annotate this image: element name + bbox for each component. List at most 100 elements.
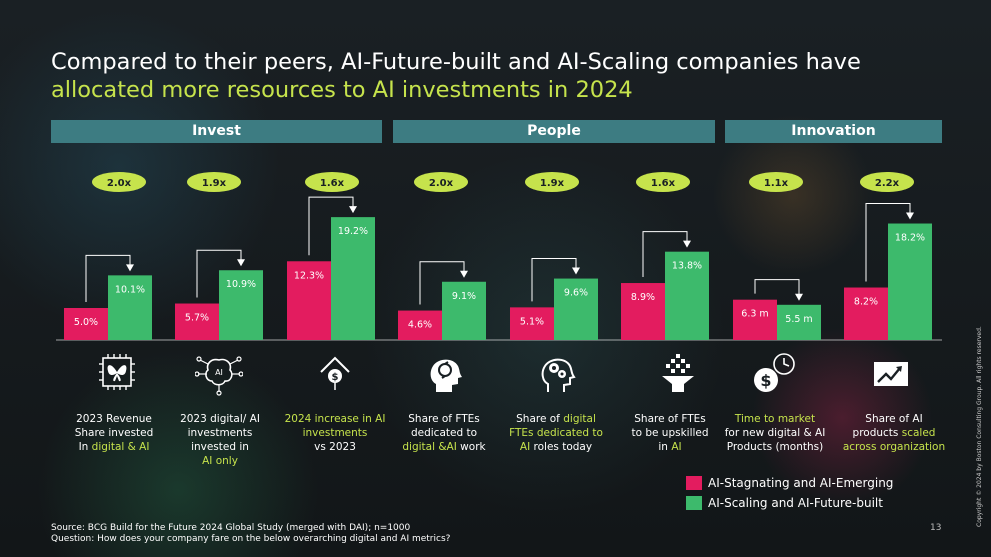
category-label-text: investments xyxy=(187,427,253,439)
connector-arrowhead xyxy=(572,267,580,275)
ratio-badge xyxy=(187,172,241,192)
category-label-text: 2023 Revenue xyxy=(76,413,152,425)
data-label-scaling: 18.2% xyxy=(895,233,925,244)
category-label-text: in xyxy=(658,441,672,453)
trend-up-icon xyxy=(866,352,914,396)
source-line: Source: BCG Build for the Future 2024 Gl… xyxy=(51,523,411,533)
category-label-text: work xyxy=(456,441,486,453)
bar-scaling xyxy=(888,223,932,340)
ai-brain-icon: AI xyxy=(194,352,244,396)
bar-scaling xyxy=(108,275,152,340)
data-label-scaling: 19.2% xyxy=(338,226,368,237)
upskill-funnel-icon xyxy=(654,352,702,396)
legend-item-stagnating: AI-Stagnating and AI-Emerging xyxy=(686,473,893,493)
category-label-highlight: AI only xyxy=(202,455,238,467)
question-line: Question: How does your company fare on … xyxy=(51,534,451,544)
category-label-highlight: digital & AI xyxy=(91,441,150,453)
ratio-label: 2.2x xyxy=(875,178,900,189)
connector-line xyxy=(531,258,577,302)
category-label-text: Share of AI xyxy=(865,413,923,425)
data-label-scaling: 10.9% xyxy=(226,279,256,290)
category-label-text: products xyxy=(852,427,902,439)
data-label-scaling: 9.6% xyxy=(564,288,588,299)
data-label-stagnating: 5.1% xyxy=(520,316,544,327)
category-label-highlight: Time to market xyxy=(734,413,816,425)
bar-scaling xyxy=(331,217,375,340)
ratio-badge xyxy=(749,172,803,192)
page-number: 13 xyxy=(930,523,942,533)
section-invest: Invest xyxy=(51,120,382,143)
bar-scaling xyxy=(219,270,263,340)
ratio-badge xyxy=(636,172,690,192)
ratio-label: 2.0x xyxy=(429,178,454,189)
category-label-text: In xyxy=(78,441,92,453)
category-label-text: Products (months) xyxy=(726,441,824,453)
page-title: Compared to their peers, AI-Future-built… xyxy=(51,48,861,104)
data-label-stagnating: 5.0% xyxy=(74,317,98,328)
copyright-note: Copyright © 2024 by Boston Consulting Gr… xyxy=(976,326,983,527)
section-innovation: Innovation xyxy=(725,120,942,143)
category-label-highlight: 2024 increase in AI xyxy=(284,413,386,425)
source-note: Source: BCG Build for the Future 2024 Gl… xyxy=(51,523,450,545)
data-label-scaling: 9.1% xyxy=(452,291,476,302)
bar-stagnating xyxy=(398,310,442,340)
category-label-text: for new digital & AI xyxy=(724,427,826,439)
connector-line xyxy=(754,279,800,296)
category-label-highlight: scaled xyxy=(901,427,936,439)
category-label: Share of digital FTEs dedicated to AI role… xyxy=(496,412,616,454)
connector-arrowhead xyxy=(906,212,914,220)
data-label-stagnating: 5.7% xyxy=(185,313,209,324)
connector-arrowhead xyxy=(795,293,803,301)
bar-stagnating xyxy=(621,283,665,340)
category-label-highlight: across organization xyxy=(842,441,946,453)
connector-arrowhead xyxy=(460,270,468,278)
category-label-text: invested in xyxy=(191,441,249,453)
category-label: Share of FTEs to be upskilled in AI xyxy=(610,412,730,454)
category-label: Time to market for new digital & AI Produc… xyxy=(715,412,835,454)
category-label-highlight: digital xyxy=(563,413,596,425)
connector-line xyxy=(865,203,911,282)
connector-arrowhead xyxy=(237,259,245,267)
bar-stagnating xyxy=(733,299,777,340)
svg-text:AI: AI xyxy=(215,368,223,377)
legend-label: AI-Scaling and AI-Future-built xyxy=(708,496,883,510)
category-label-text: Share invested xyxy=(74,427,154,439)
category-label-highlight: FTEs dedicated to xyxy=(509,427,603,439)
category-label-text: dedicated to xyxy=(410,427,478,439)
time-money-icon: $ xyxy=(750,352,798,396)
bar-stagnating xyxy=(175,303,219,340)
section-people: People xyxy=(393,120,715,143)
legend-swatch-green xyxy=(686,496,702,510)
ratio-label: 2.0x xyxy=(107,178,132,189)
data-label-scaling: 13.8% xyxy=(672,261,702,272)
ratio-label: 1.6x xyxy=(651,178,676,189)
category-label: Share of FTEs dedicated to digital &AI wor… xyxy=(384,412,504,454)
bar-stagnating xyxy=(64,308,108,340)
connector-arrowhead xyxy=(349,206,357,214)
bar-stagnating xyxy=(510,307,554,340)
bar-stagnating xyxy=(287,261,331,340)
category-label: 2023 digital/ AI investments invested in AI… xyxy=(160,412,280,468)
butterfly-chip-icon xyxy=(93,352,141,396)
category-label: 2023 Revenue Share invested In digital & A… xyxy=(54,412,174,454)
category-label: 2024 increase in AI investments vs 2023 xyxy=(275,412,395,454)
ratio-badge xyxy=(305,172,359,192)
legend-swatch-pink xyxy=(686,476,702,490)
data-label-scaling: 5.5 m xyxy=(785,314,812,325)
bar-scaling xyxy=(665,251,709,340)
category-label-text: to be upskilled xyxy=(631,427,709,439)
connector-arrowhead xyxy=(683,240,691,248)
category-label: Share of AI products scaled across organiz… xyxy=(834,412,954,454)
ratio-badge xyxy=(92,172,146,192)
data-label-stagnating: 6.3 m xyxy=(741,309,768,320)
connector-line xyxy=(308,196,354,256)
data-label-stagnating: 8.9% xyxy=(631,292,655,303)
svg-text:$: $ xyxy=(760,371,771,390)
ratio-label: 1.1x xyxy=(764,178,789,189)
category-label-text: Share of FTEs xyxy=(634,413,706,425)
connector-line xyxy=(419,261,465,305)
dollar-growth-icon: $ xyxy=(311,352,359,396)
category-label-highlight: AI xyxy=(671,441,682,453)
data-label-stagnating: 12.3% xyxy=(294,270,324,281)
